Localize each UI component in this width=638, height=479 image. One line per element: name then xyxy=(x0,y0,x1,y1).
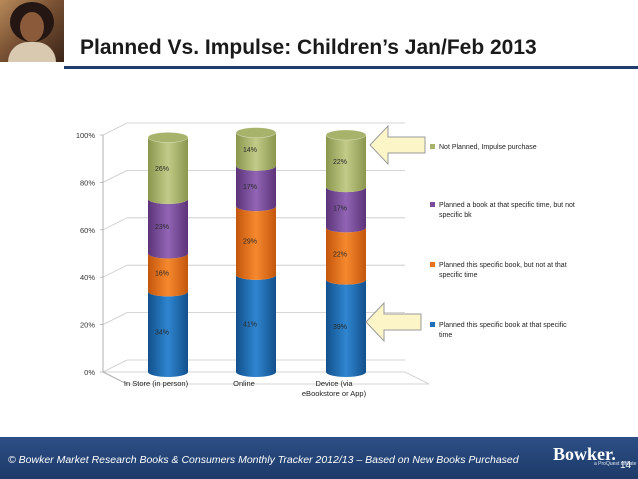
data-label: 29% xyxy=(243,238,257,245)
legend-label: Not Planned, Impulse purchase xyxy=(439,144,537,151)
bar-top-cap xyxy=(147,132,189,143)
y-tick-label: 60% xyxy=(80,226,95,235)
bar-segment xyxy=(326,187,366,233)
data-label: 39% xyxy=(333,324,347,331)
chart-annotations xyxy=(365,124,426,343)
gridline-depth xyxy=(102,264,128,278)
title-divider xyxy=(64,66,638,69)
data-label: 17% xyxy=(243,184,257,191)
floor-edge xyxy=(102,371,128,385)
gridline-depth xyxy=(102,312,128,325)
photo-shirt xyxy=(8,42,56,62)
data-label: 14% xyxy=(243,147,257,154)
chart-axes: 0% 20% 40% 60% 80% 100% In Store (in person) On… xyxy=(76,131,430,398)
gridline-depth xyxy=(102,217,128,231)
bar-top-cap xyxy=(235,127,277,138)
bar-segment xyxy=(326,227,366,285)
bowker-logo-sub: a ProQuest affiliate xyxy=(594,461,637,467)
x-category-label: Online xyxy=(233,379,255,388)
data-label: 22% xyxy=(333,252,347,259)
bar-segment xyxy=(236,132,276,171)
legend-label: Planned this specific book at that speci… xyxy=(439,322,567,329)
y-tick-label: 20% xyxy=(80,321,95,330)
gridline-depth xyxy=(102,122,128,136)
stacked-bar-chart: 0% 20% 40% 60% 80% 100% In Store (in person) On… xyxy=(76,122,575,398)
data-label: 16% xyxy=(155,270,169,277)
data-label: 41% xyxy=(243,321,257,328)
y-tick-label: 0% xyxy=(84,368,95,377)
bar-segment xyxy=(148,137,188,204)
legend-label: time xyxy=(439,332,452,339)
bar-segment xyxy=(148,291,188,377)
chart-legend: Not Planned, Impulse purchase Planned a b… xyxy=(430,144,575,339)
x-category-label: eBookstore or App) xyxy=(302,389,367,398)
bar-segment xyxy=(236,206,276,280)
legend-swatch xyxy=(430,144,435,149)
data-label: 17% xyxy=(333,205,347,212)
data-label: 34% xyxy=(155,330,169,337)
presenter-photo xyxy=(0,0,64,62)
y-tick-label: 40% xyxy=(80,273,95,282)
y-tick-label: 80% xyxy=(80,178,95,187)
gridline-depth xyxy=(102,359,128,373)
data-label: 23% xyxy=(155,224,169,231)
footer-bar xyxy=(0,437,638,479)
bar-segment xyxy=(236,165,276,212)
legend-swatch xyxy=(430,262,435,267)
legend-label: specific bk xyxy=(439,212,472,219)
chart-bars xyxy=(147,127,367,377)
legend-swatch xyxy=(430,202,435,207)
bar-segment xyxy=(236,274,276,377)
photo-face xyxy=(20,12,44,42)
gridline-depth xyxy=(102,170,128,183)
footer-source: © Bowker Market Research Books & Consume… xyxy=(8,454,519,466)
bar-segment xyxy=(326,279,366,377)
bar-segment xyxy=(148,198,188,259)
legend-label: specific time xyxy=(439,272,478,279)
bar-segment xyxy=(326,135,366,193)
x-category-label: In Store (in person) xyxy=(124,379,189,388)
chart-data-labels: 34% 16% 23% 26% 41% 29% 17% 14% 39% 22% 17% 22% xyxy=(155,147,347,336)
bar-top-cap xyxy=(325,129,367,141)
slide-title: Planned Vs. Impulse: Children’s Jan/Feb … xyxy=(80,36,537,59)
data-label: 26% xyxy=(155,166,169,173)
arrow-callout-impulse xyxy=(369,124,426,166)
x-category-label: Device (via xyxy=(315,379,353,388)
legend-label: Planned a book at that specific time, bu… xyxy=(439,202,575,209)
bowker-logo: Bowker. xyxy=(553,444,616,464)
page-number: 14 xyxy=(620,460,632,471)
legend-swatch xyxy=(430,322,435,327)
data-label: 22% xyxy=(333,159,347,166)
arrow-callout-planned-specific xyxy=(365,301,422,343)
bar-segment xyxy=(148,253,188,297)
y-tick-label: 100% xyxy=(76,131,96,140)
legend-label: Planned this specific book, but not at t… xyxy=(439,262,567,269)
